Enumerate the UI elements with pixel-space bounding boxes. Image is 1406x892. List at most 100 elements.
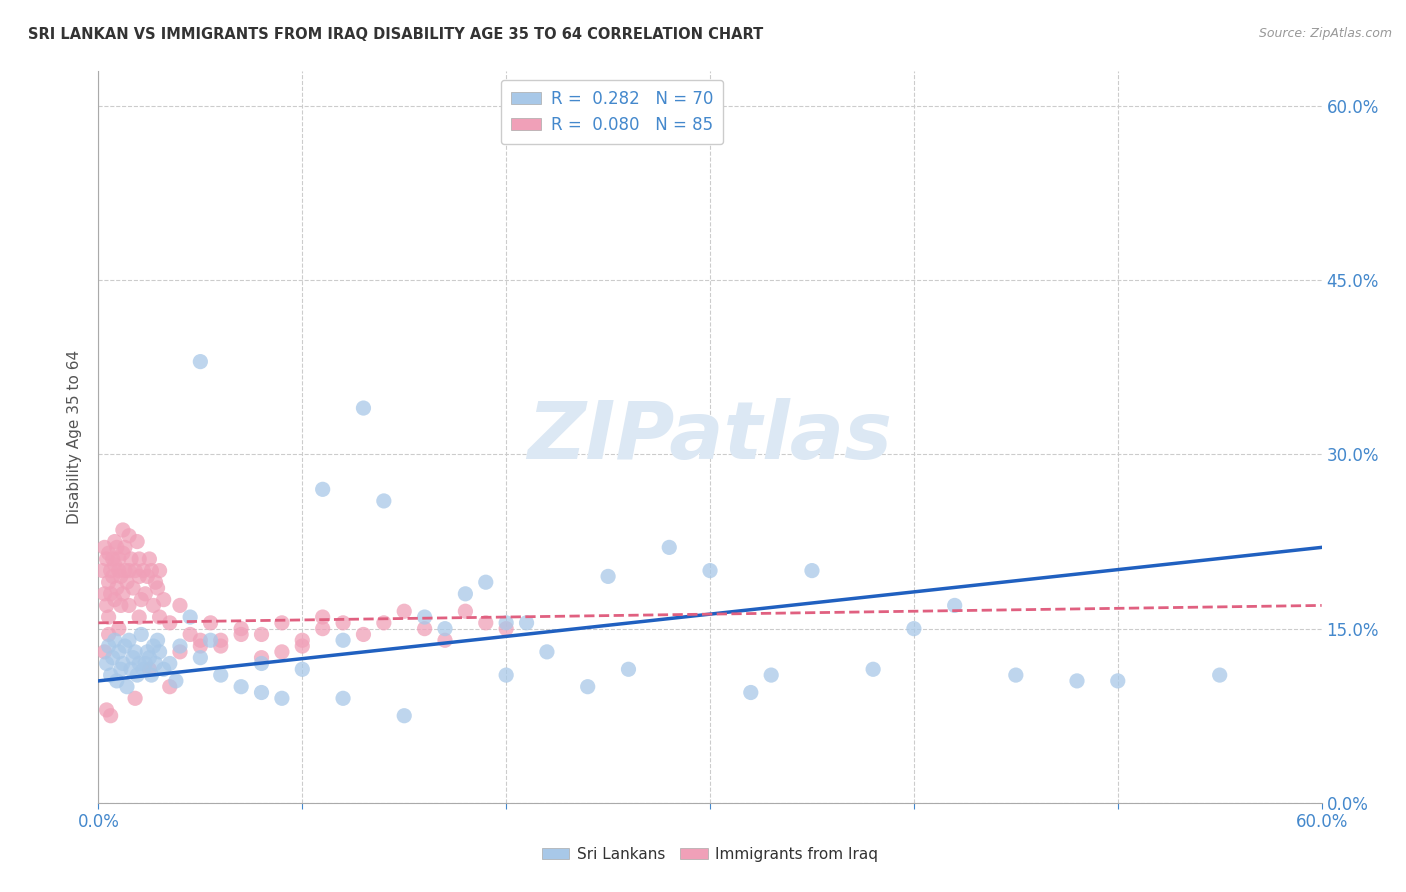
Point: [332, 615, 354, 630]
Point: [495, 622, 517, 636]
Point: [104, 592, 127, 607]
Point: [145, 575, 167, 590]
Point: [105, 581, 128, 595]
Point: [169, 639, 191, 653]
Point: [93, 587, 115, 601]
Point: [291, 639, 314, 653]
Point: [231, 680, 253, 694]
Point: [104, 534, 127, 549]
Point: [454, 604, 477, 618]
Point: [250, 627, 273, 641]
Point: [146, 633, 169, 648]
Point: [413, 610, 436, 624]
Point: [114, 639, 136, 653]
Point: [291, 662, 314, 676]
Point: [115, 680, 138, 694]
Point: [91, 564, 114, 578]
Point: [128, 569, 150, 583]
Point: [124, 691, 146, 706]
Point: [100, 708, 122, 723]
Point: [209, 668, 232, 682]
Point: [118, 564, 141, 578]
Legend: Sri Lankans, Immigrants from Iraq: Sri Lankans, Immigrants from Iraq: [536, 841, 884, 868]
Point: [392, 708, 416, 723]
Point: [332, 633, 354, 648]
Point: [101, 569, 124, 583]
Point: [120, 662, 142, 676]
Point: [943, 599, 966, 613]
Point: [108, 564, 131, 578]
Point: [152, 592, 174, 607]
Point: [699, 564, 721, 578]
Point: [474, 615, 498, 630]
Point: [129, 627, 152, 641]
Y-axis label: Disability Age 35 to 64: Disability Age 35 to 64: [67, 350, 83, 524]
Point: [576, 680, 599, 694]
Point: [111, 587, 134, 601]
Point: [132, 662, 155, 676]
Point: [115, 575, 138, 590]
Point: [1004, 668, 1026, 682]
Point: [179, 627, 201, 641]
Point: [516, 615, 538, 630]
Point: [250, 685, 273, 699]
Point: [152, 662, 174, 676]
Point: [433, 633, 456, 648]
Point: [108, 552, 131, 566]
Point: [105, 673, 128, 688]
Point: [108, 622, 131, 636]
Point: [413, 622, 436, 636]
Point: [495, 668, 517, 682]
Point: [231, 622, 253, 636]
Point: [122, 581, 145, 595]
Point: [104, 558, 127, 572]
Point: [136, 645, 159, 659]
Point: [169, 599, 191, 613]
Point: [903, 622, 925, 636]
Point: [159, 680, 181, 694]
Point: [118, 529, 141, 543]
Point: [373, 494, 395, 508]
Point: [110, 662, 132, 676]
Point: [101, 650, 124, 665]
Point: [596, 569, 619, 583]
Point: [209, 633, 232, 648]
Point: [128, 610, 150, 624]
Point: [145, 657, 167, 671]
Point: [110, 599, 132, 613]
Point: [200, 615, 222, 630]
Point: [250, 657, 273, 671]
Point: [392, 604, 416, 618]
Point: [114, 564, 136, 578]
Point: [96, 599, 118, 613]
Point: [495, 615, 517, 630]
Point: [114, 541, 136, 555]
Point: [188, 650, 212, 665]
Point: [231, 627, 253, 641]
Point: [124, 645, 146, 659]
Point: [141, 668, 163, 682]
Point: [96, 657, 118, 671]
Point: [373, 615, 395, 630]
Point: [209, 639, 232, 653]
Point: [100, 587, 122, 601]
Point: [134, 657, 156, 671]
Point: [129, 592, 152, 607]
Point: [138, 650, 160, 665]
Text: Source: ZipAtlas.com: Source: ZipAtlas.com: [1258, 27, 1392, 40]
Point: [120, 552, 142, 566]
Text: SRI LANKAN VS IMMIGRANTS FROM IRAQ DISABILITY AGE 35 TO 64 CORRELATION CHART: SRI LANKAN VS IMMIGRANTS FROM IRAQ DISAB…: [28, 27, 763, 42]
Point: [128, 657, 150, 671]
Point: [122, 650, 145, 665]
Point: [110, 569, 132, 583]
Point: [97, 575, 120, 590]
Point: [433, 622, 456, 636]
Point: [332, 691, 354, 706]
Point: [141, 564, 163, 578]
Point: [104, 633, 127, 648]
Point: [1208, 668, 1232, 682]
Point: [188, 354, 212, 368]
Point: [101, 552, 124, 566]
Point: [108, 645, 131, 659]
Point: [759, 668, 782, 682]
